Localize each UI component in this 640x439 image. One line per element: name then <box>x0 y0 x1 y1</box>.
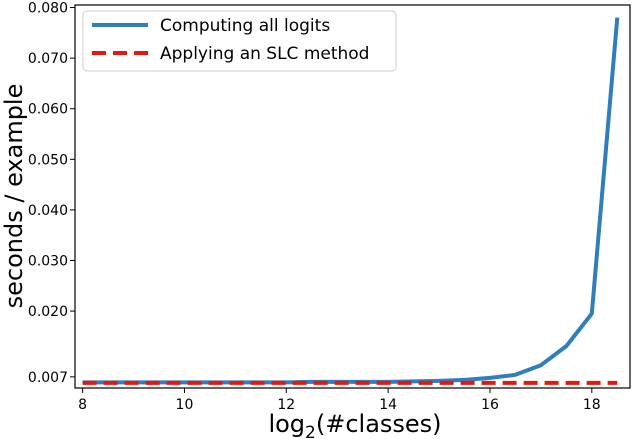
legend-box <box>82 10 397 72</box>
y-axis-ticks: 0.007 0.020 0.030 0.040 0.050 0.060 0.070 0.080 <box>28 1 75 386</box>
x-tick-label: 8 <box>78 397 87 413</box>
x-axis-ticks: 8 10 12 14 16 18 <box>78 388 601 413</box>
y-tick-label: 0.050 <box>28 152 68 168</box>
y-tick-label: 0.060 <box>28 102 68 118</box>
y-tick-label: 0.080 <box>28 1 68 17</box>
y-tick-label: 0.007 <box>28 370 68 386</box>
y-tick-label: 0.030 <box>28 254 68 270</box>
x-axis-label-subscript: 2 <box>305 423 316 439</box>
y-axis-label: seconds / example <box>0 84 28 309</box>
x-tick-label: 18 <box>583 397 601 413</box>
x-axis-label: log2(#classes) <box>268 410 441 439</box>
legend-label-applying-slc-method: Applying an SLC method <box>160 44 369 64</box>
x-tick-label: 16 <box>481 397 499 413</box>
series-layer <box>82 17 620 385</box>
x-tick-label: 12 <box>277 397 295 413</box>
plot-area: 8 10 12 14 16 18 0.0070.0200.0300.0400.0500.0… <box>28 1 631 413</box>
x-axis-label-main: log <box>268 410 305 438</box>
plot-frame <box>74 4 631 389</box>
series-line-computing-all-logits <box>82 17 620 385</box>
y-tick-label: 0.070 <box>28 51 68 67</box>
y-tick-label: 0.040 <box>28 203 68 219</box>
x-axis-label-rest: (#classes) <box>316 410 442 438</box>
legend: Computing all logits Applying an SLC met… <box>82 10 397 72</box>
x-tick-label: 14 <box>379 397 397 413</box>
legend-label-computing-all-logits: Computing all logits <box>160 16 330 36</box>
y-tick-label: 0.020 <box>28 304 68 320</box>
x-tick-label: 10 <box>176 397 194 413</box>
